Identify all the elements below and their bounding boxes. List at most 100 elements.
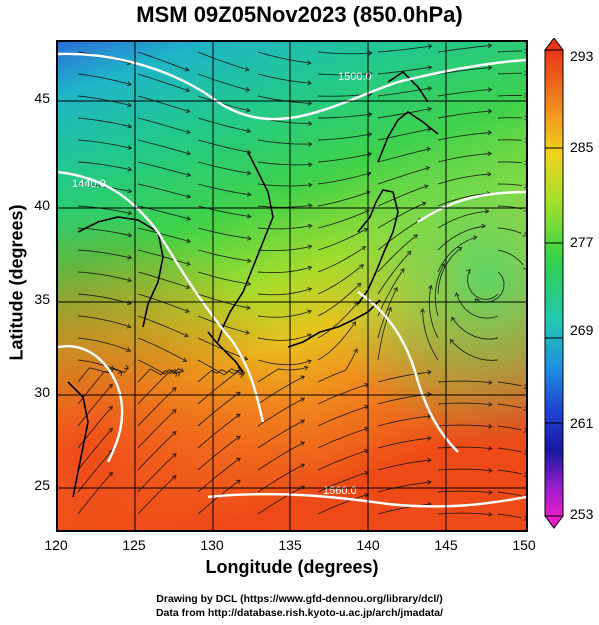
streamline-arrowhead [474, 298, 480, 303]
streamline-arrowhead [351, 321, 357, 326]
streamline [137, 95, 190, 113]
streamline [77, 384, 113, 427]
streamline [137, 271, 190, 289]
streamline [377, 45, 432, 53]
streamline-arrowhead [243, 356, 249, 361]
streamline [497, 491, 522, 497]
streamline [137, 73, 190, 92]
colorbar-tick-label: 277 [570, 234, 594, 250]
streamline [317, 405, 369, 427]
streamline-arrowhead [451, 316, 456, 322]
streamline [437, 110, 492, 119]
streamline [257, 366, 309, 383]
streamline-arrowhead [300, 485, 306, 490]
streamline [257, 266, 312, 274]
streamline-arrowhead [523, 515, 526, 521]
streamline-arrowhead [440, 263, 445, 268]
streamline-arrowhead [427, 369, 432, 375]
streamline-arrowhead [127, 166, 133, 172]
streamline-arrowhead [425, 165, 431, 171]
streamline [377, 287, 398, 339]
streamline [257, 245, 312, 252]
streamline [77, 227, 132, 237]
streamline-arrowhead [524, 160, 526, 166]
streamline-arrowhead [488, 423, 493, 429]
streamline-arrowhead [307, 60, 312, 66]
x-tick-label: 140 [356, 537, 380, 553]
streamline-arrowhead [488, 467, 493, 473]
streamline [317, 172, 371, 185]
streamline [77, 161, 132, 171]
streamline-arrowhead [127, 232, 133, 238]
streamline-arrowhead [307, 287, 313, 292]
streamline [317, 427, 369, 449]
streamline-arrowhead [127, 210, 133, 216]
height-contours [58, 52, 526, 508]
streamline [137, 117, 191, 134]
streamline-arrowhead [423, 184, 429, 189]
streamline-arrowhead [307, 333, 312, 338]
contour-label: 1560.0 [323, 485, 357, 497]
streamline [497, 95, 522, 97]
streamline [197, 95, 251, 112]
streamline-arrowhead [308, 141, 313, 147]
streamline-arrowhead [245, 330, 250, 335]
streamline-arrowhead [353, 348, 358, 354]
streamline-arrowhead [427, 43, 433, 49]
y-tick-label: 45 [34, 90, 50, 106]
colorbar [544, 38, 564, 529]
streamline-arrowhead [413, 234, 418, 239]
streamline [197, 435, 241, 471]
streamline-arrowhead [487, 108, 493, 114]
x-tick-label: 125 [122, 537, 146, 553]
streamline [317, 348, 358, 383]
streamline-arrowhead [308, 162, 313, 168]
streamline [197, 249, 251, 262]
streamline-arrowhead [368, 71, 373, 77]
streamline-arrowhead [127, 188, 133, 194]
colorbar-tick-label: 253 [570, 506, 594, 522]
streamline [257, 139, 312, 145]
streamline [317, 209, 370, 229]
streamline [197, 457, 241, 493]
streamline-arrowhead [427, 457, 432, 463]
streamline [317, 449, 369, 471]
streamline [497, 403, 522, 409]
streamline [497, 50, 523, 53]
streamline-arrowhead [185, 108, 191, 114]
streamline-arrowhead [524, 115, 526, 121]
streamline-arrowhead [244, 66, 250, 72]
streamline [77, 315, 131, 328]
streamline [257, 359, 312, 366]
streamline-arrowhead [300, 375, 306, 380]
streamline [317, 321, 356, 361]
streamline [455, 292, 499, 319]
streamline [497, 513, 522, 519]
streamline [257, 225, 312, 230]
streamline-arrowhead [307, 121, 313, 127]
streamline-arrowhead [361, 246, 367, 251]
streamline-arrowhead [427, 284, 433, 290]
streamline-arrowhead [449, 338, 455, 344]
streamline [197, 117, 251, 132]
streamline [437, 225, 486, 251]
streamline [137, 227, 191, 243]
streamline-arrowhead [172, 372, 178, 377]
colorbar-tick-label: 285 [570, 139, 594, 155]
streamline [137, 368, 181, 383]
streamline [137, 161, 191, 176]
streamline [377, 218, 423, 251]
streamline [377, 437, 432, 449]
streamline-arrowhead [186, 172, 192, 178]
streamline-arrowhead [387, 306, 392, 312]
streamline-arrowhead [420, 308, 425, 313]
streamline [137, 453, 177, 493]
streamline [197, 139, 251, 153]
streamline-arrowhead [238, 373, 243, 378]
streamline-arrowhead [108, 471, 113, 477]
y-tick-label: 35 [34, 291, 50, 307]
streamline [197, 161, 251, 174]
streamline-arrowhead [308, 182, 313, 188]
streamline [377, 481, 432, 493]
streamline-arrowhead [245, 107, 251, 113]
